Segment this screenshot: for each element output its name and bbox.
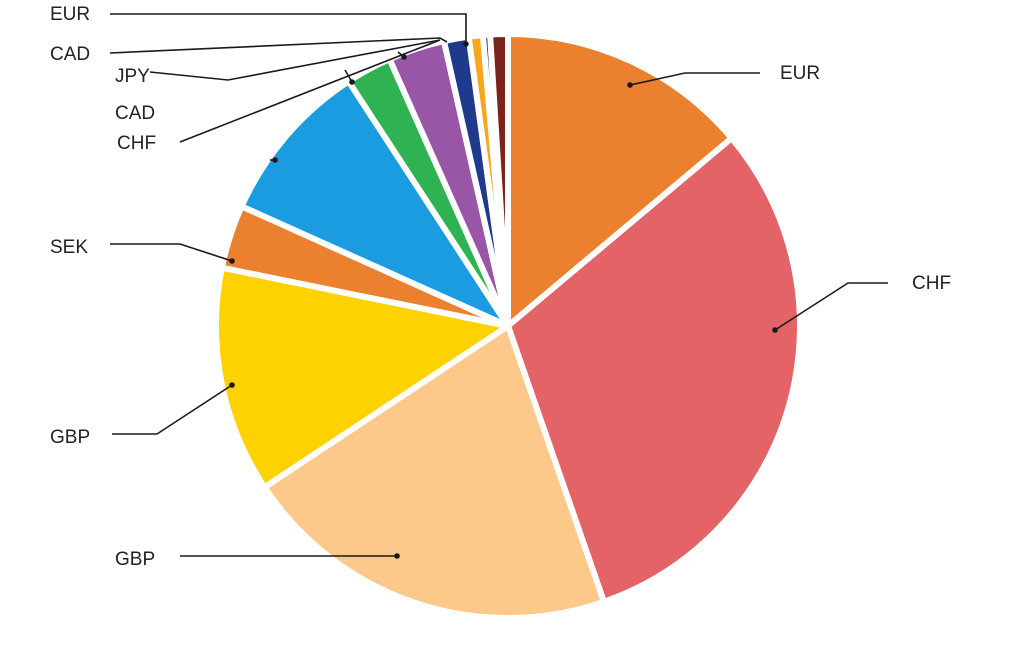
label-chf-left: CHF: [117, 133, 156, 154]
leader-line-eur-top: [110, 13, 467, 44]
leader-line-cad-top: [109, 37, 448, 54]
leader-dot-chf-right: [772, 327, 778, 333]
pie-slice-11-eur: [487, 31, 511, 329]
pie-slices: [213, 31, 803, 621]
pie-slice-1-chf: [505, 135, 803, 605]
label-chf-right: CHF: [912, 273, 951, 294]
label-eur-top: EUR: [50, 4, 90, 25]
leader-dot-cad: [349, 79, 355, 85]
label-sek: SEK: [50, 237, 88, 258]
pie-slice-3-gbp: [213, 264, 511, 491]
leader-dot-gbp-left: [229, 382, 235, 388]
pie-slice-5: [238, 78, 511, 329]
label-gbp-left: GBP: [50, 427, 90, 448]
label-gbp-bottom: GBP: [115, 549, 155, 570]
label-eur-right: EUR: [780, 63, 820, 84]
label-cad-top: CAD: [50, 44, 90, 65]
leader-dot-purple: [401, 54, 407, 60]
leader-line-chf-right: [774, 282, 888, 331]
leader-line-chf-left: [179, 39, 441, 143]
leader-line-sek: [110, 243, 233, 262]
leader-dot-sek: [229, 258, 235, 264]
label-cad: CAD: [115, 103, 155, 124]
pie-slice-2-gbp: [261, 323, 607, 621]
leader-dot-gbp-bottom: [394, 553, 400, 559]
leader-dot-eur-top: [463, 41, 469, 47]
leader-lines: [109, 13, 888, 559]
leader-dot-eur-right: [627, 82, 633, 88]
pie-slice-0-eur: [505, 31, 735, 329]
leader-line-gbp-left: [112, 384, 233, 435]
label-jpy: JPY: [115, 66, 150, 87]
leader-dot-blue: [272, 157, 278, 163]
leader-line-eur-right: [629, 72, 760, 86]
leader-line-jpy: [149, 39, 441, 81]
